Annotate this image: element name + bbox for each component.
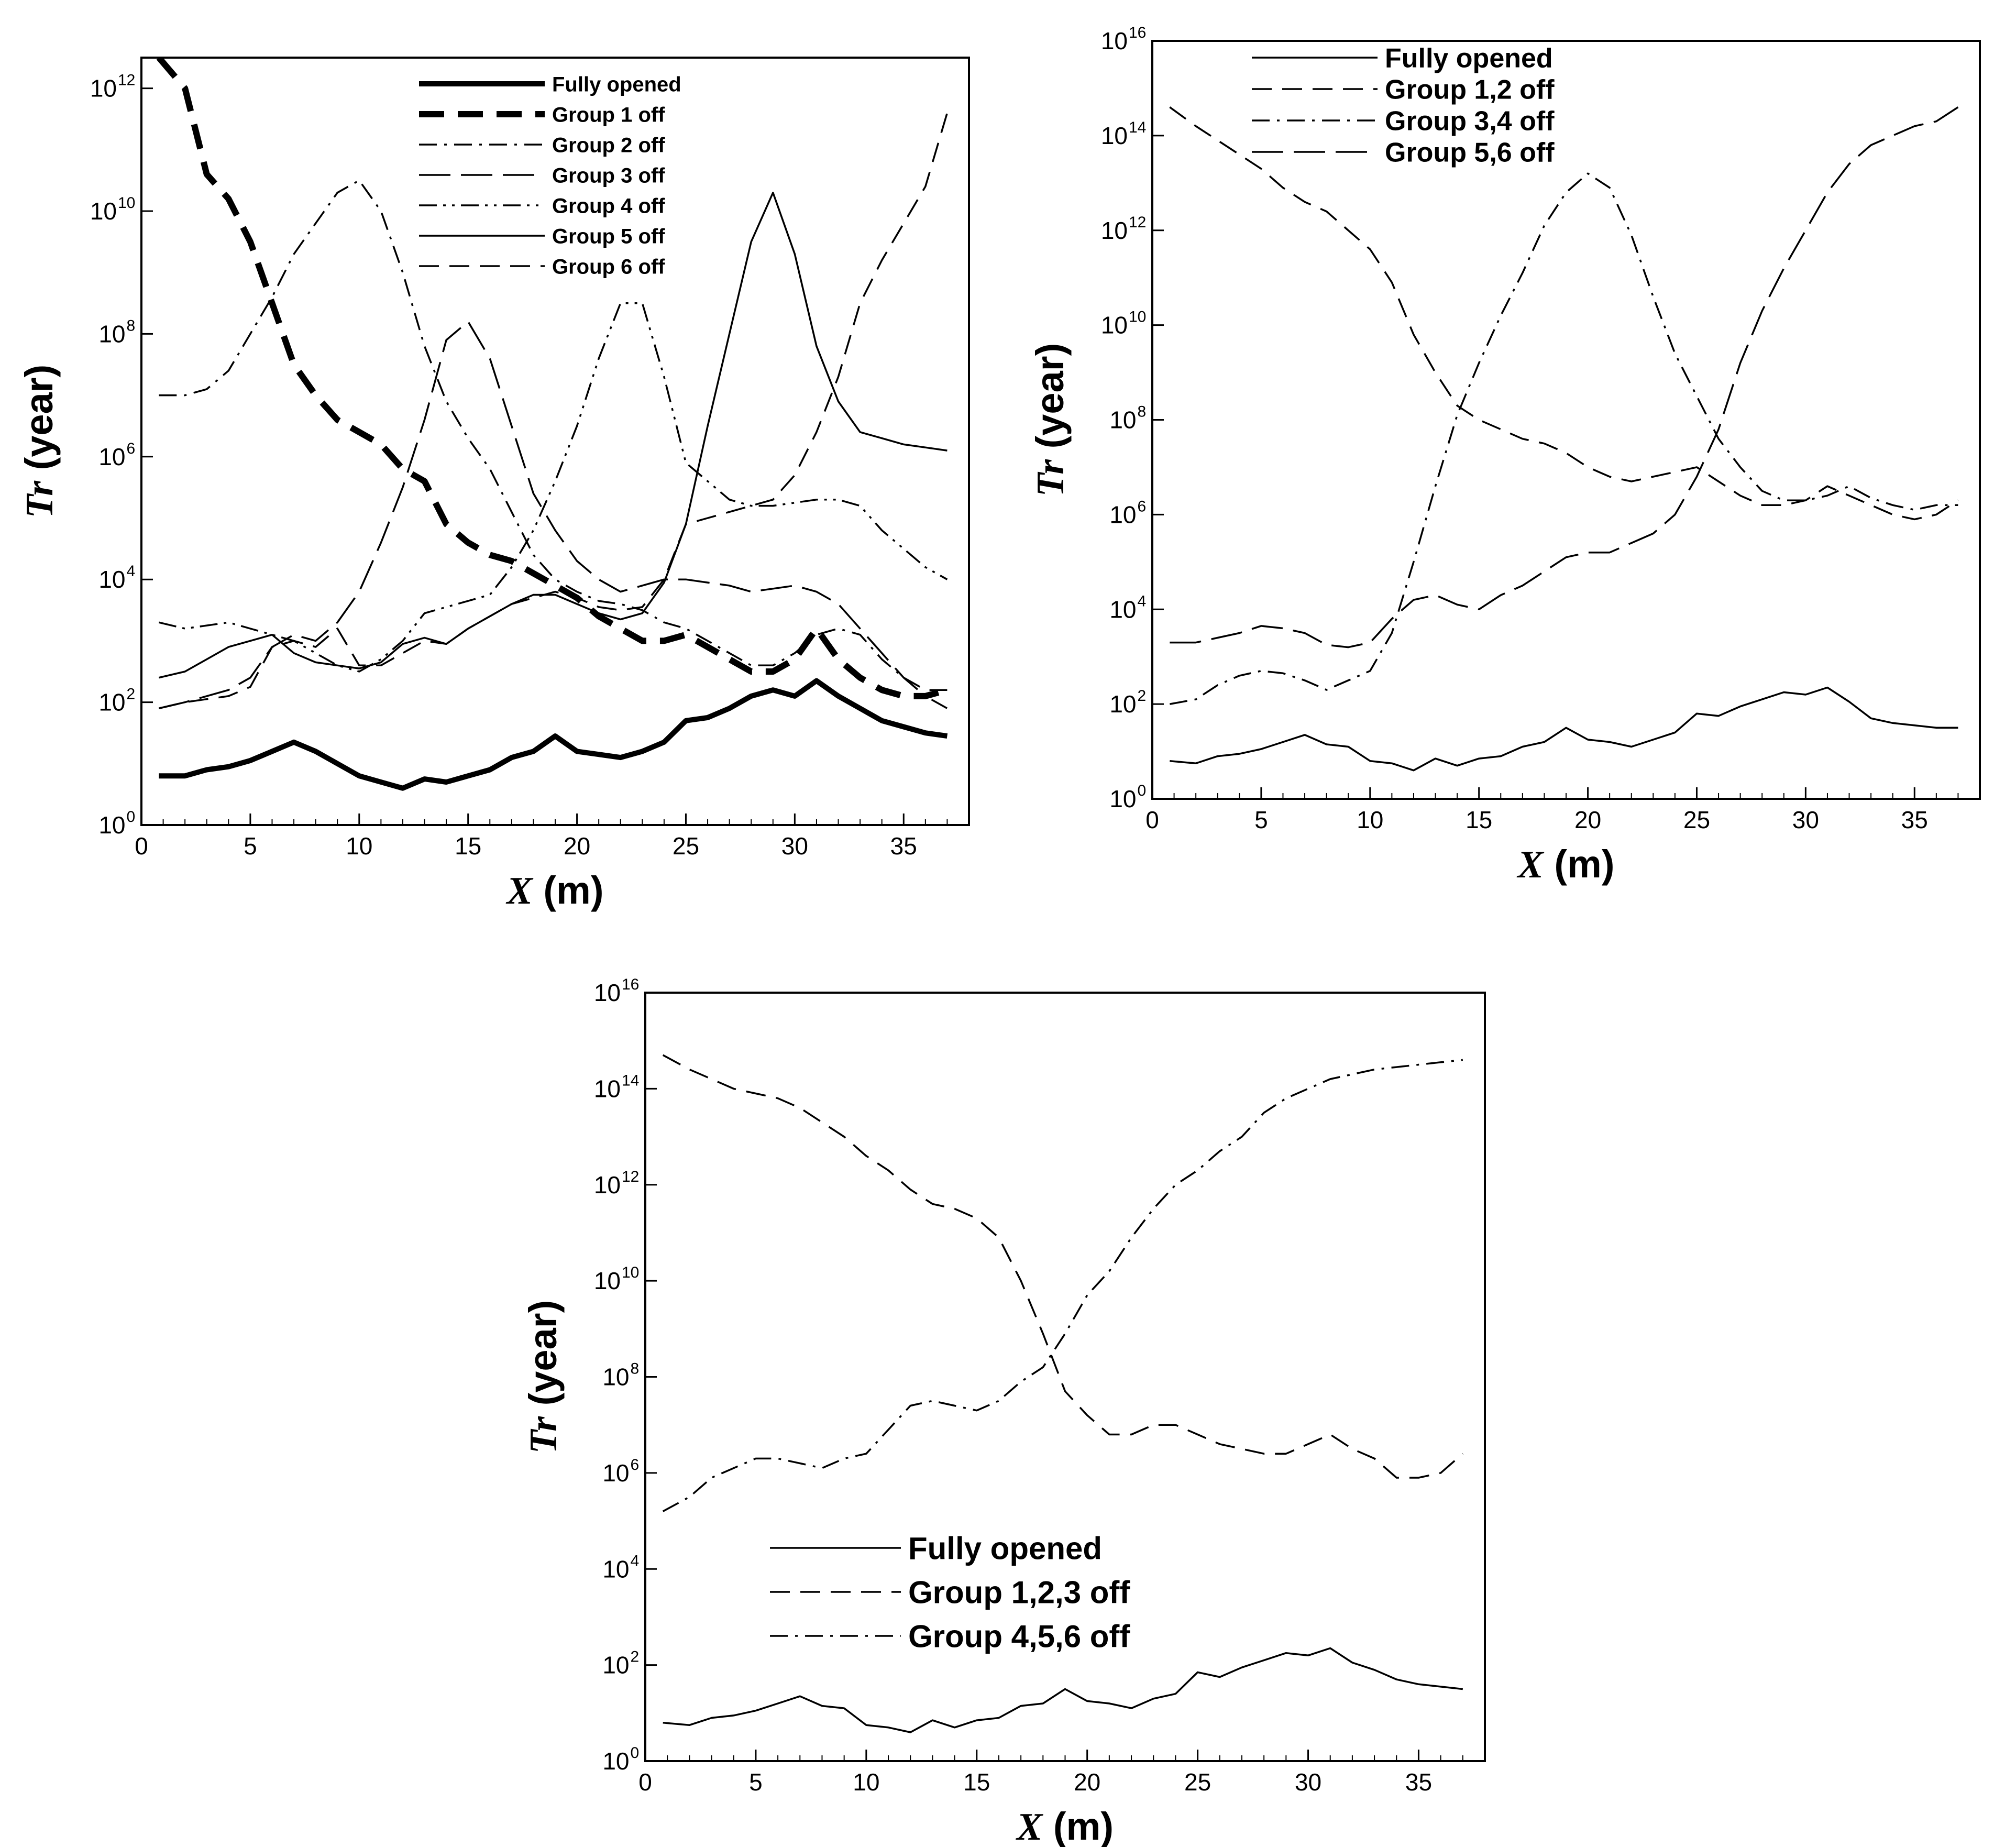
top-right-y-tick-label: 104 — [1109, 592, 1146, 623]
bottom-y-tick-label: 1016 — [594, 976, 640, 1006]
top-right-x-tick-label: 20 — [1574, 806, 1601, 833]
bottom-y-tick-label: 108 — [602, 1360, 639, 1391]
top-left-series-group-3-off — [158, 321, 948, 710]
top-left-legend-label: Group 1 off — [552, 103, 665, 126]
top-right-legend-label: Group 1,2 off — [1385, 75, 1555, 105]
bottom-y-tick-label: 102 — [602, 1648, 639, 1679]
bottom-x-tick-label: 30 — [1295, 1768, 1321, 1796]
bottom-x-tick-label: 15 — [963, 1768, 990, 1796]
bottom-x-tick-label: 0 — [638, 1768, 652, 1796]
top-left-x-tick-label: 0 — [135, 832, 148, 860]
bottom-y-axis-label: Tr (year) — [521, 1300, 565, 1454]
top-right-y-axis-label: Tr (year) — [1028, 343, 1072, 497]
top-left-series-fully-opened — [159, 678, 948, 791]
bottom-y-tick-label: 106 — [602, 1456, 639, 1487]
bottom-x-tick-label: 10 — [853, 1768, 879, 1796]
top-left-y-tick-label: 108 — [98, 317, 135, 347]
top-right-x-tick-label: 25 — [1683, 806, 1710, 833]
top-left-legend-label: Fully opened — [552, 73, 681, 96]
top-left-series-group-6-off — [158, 113, 949, 710]
top-left-x-tick-label: 5 — [244, 832, 257, 860]
top-left-legend: Fully opened Group 1 off Group 2 off Group … — [419, 73, 681, 278]
bottom-x-axis-label: X (m) — [1016, 1805, 1114, 1847]
bottom-series-fully-opened — [663, 1647, 1463, 1733]
top-right-x-tick-label: 5 — [1254, 806, 1268, 833]
top-right-plot-frame — [1151, 40, 1981, 800]
bottom-y-tick-label: 100 — [602, 1744, 639, 1775]
top-left-y-tick-label: 104 — [98, 563, 135, 593]
top-left-x-tick-label: 20 — [564, 832, 590, 860]
top-right-x-axis-label: X (m) — [1516, 842, 1614, 886]
top-left-x-axis-label: X (m) — [505, 868, 603, 912]
top-left-y-tick-label: 106 — [98, 440, 135, 470]
bottom-series-group-4-5-6-off — [662, 1059, 1463, 1512]
top-right-y-tick-label: 1016 — [1101, 24, 1147, 54]
top-right-series-group-5-6-off — [1170, 106, 1959, 648]
top-left-series-group-2-off — [159, 179, 948, 709]
top-right-chart: 0 5 10 15 20 25 30 35 100 102 104 106 108 1010 1012 101… — [1028, 24, 1981, 886]
top-right-x-tick-label: 0 — [1145, 806, 1159, 833]
bottom-x-tick-label: 35 — [1405, 1768, 1432, 1796]
top-right-x-tick-label: 15 — [1466, 806, 1492, 833]
top-right-y-tick-label: 106 — [1109, 498, 1146, 528]
bottom-chart: 0 5 10 15 20 25 30 35 100 102 104 106 108 1010 1012 101… — [521, 976, 1486, 1847]
top-left-x-tick-label: 30 — [781, 832, 808, 860]
bottom-y-tick-label: 1010 — [594, 1264, 640, 1294]
top-left-series-group-5-off — [158, 192, 948, 679]
top-right-legend-label: Group 3,4 off — [1385, 106, 1555, 137]
top-right-legend-label: Group 5,6 off — [1385, 138, 1555, 168]
top-right-y-tick-label: 1014 — [1101, 119, 1147, 149]
top-left-legend-label: Group 4 off — [552, 194, 665, 217]
top-left-chart: 0 5 10 15 20 25 30 35 100 102 104 106 108 1010 1012 X (… — [17, 57, 970, 912]
top-left-y-tick-label: 1012 — [90, 72, 136, 102]
top-left-legend-label: Group 3 off — [552, 164, 665, 187]
top-left-x-tick-label: 25 — [673, 832, 699, 860]
bottom-legend-label: Fully opened — [908, 1531, 1102, 1566]
top-right-y-tick-label: 102 — [1109, 687, 1146, 718]
top-left-y-tick-label: 100 — [98, 808, 135, 839]
top-right-y-tick-label: 100 — [1109, 782, 1146, 812]
top-right-series-fully-opened — [1170, 686, 1958, 772]
top-right-x-tick-label: 35 — [1901, 806, 1928, 833]
top-left-series-group-4-off — [158, 302, 948, 673]
bottom-y-tick-label: 104 — [602, 1552, 639, 1582]
bottom-x-tick-label: 20 — [1074, 1768, 1100, 1796]
top-left-y-axis-label: Tr (year) — [17, 365, 61, 518]
top-left-x-tick-label: 35 — [890, 832, 917, 860]
top-right-series-group-3-4-off — [1169, 172, 1958, 705]
top-right-legend-label: Fully opened — [1385, 43, 1553, 74]
top-left-legend-label: Group 5 off — [552, 225, 665, 248]
bottom-x-tick-label: 25 — [1184, 1768, 1211, 1796]
top-left-x-tick-label: 15 — [455, 832, 481, 860]
bottom-y-tick-label: 1014 — [594, 1072, 640, 1102]
top-right-series-group-1-2-off — [1169, 106, 1959, 521]
top-left-x-tick-label: 10 — [346, 832, 372, 860]
top-right-x-tick-label: 10 — [1357, 806, 1383, 833]
bottom-y-tick-label: 1012 — [594, 1168, 640, 1199]
top-left-legend-label: Group 6 off — [552, 255, 665, 278]
top-right-x-tick-label: 30 — [1792, 806, 1819, 833]
bottom-series-group-1-2-3-off — [662, 1054, 1463, 1479]
bottom-legend-label: Group 1,2,3 off — [908, 1575, 1130, 1610]
top-right-y-tick-label: 1010 — [1101, 309, 1147, 339]
bottom-legend-label: Group 4,5,6 off — [908, 1619, 1130, 1654]
bottom-legend: Fully opened Group 1,2,3 off Group 4,5,6 o… — [770, 1531, 1130, 1654]
top-right-y-tick-label: 1012 — [1101, 214, 1147, 244]
top-right-y-tick-label: 108 — [1109, 403, 1146, 434]
top-left-legend-label: Group 2 off — [552, 134, 665, 157]
top-left-y-tick-label: 102 — [98, 686, 135, 716]
bottom-x-tick-label: 5 — [749, 1768, 763, 1796]
top-left-y-tick-label: 1010 — [90, 194, 136, 225]
